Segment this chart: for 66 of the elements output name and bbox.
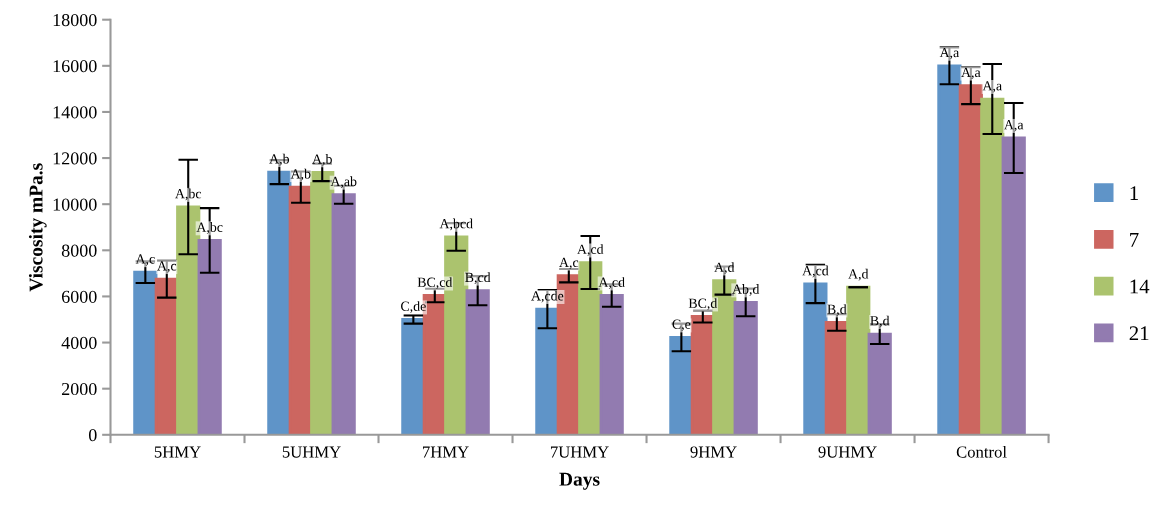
legend-label: 7 [1130, 232, 1139, 247]
bar [980, 97, 1005, 435]
bar [846, 285, 871, 435]
data-label: C,de [401, 301, 426, 313]
data-label: BC,d [688, 298, 718, 310]
x-tick-label: 9UHMY [818, 446, 877, 458]
x-tick-label: 5HMY [154, 446, 201, 458]
data-label: B,d [870, 315, 890, 328]
bar [331, 193, 356, 435]
legend-label: 1 [1130, 186, 1138, 200]
data-label: A,a [939, 47, 960, 60]
y-tick-label: 4000 [61, 336, 97, 349]
data-label: A,cd [802, 265, 829, 278]
x-tick-label: 9HMY [690, 446, 737, 458]
y-axis-title: Viscosity mPa.s [28, 163, 47, 292]
data-label: A,b [269, 153, 290, 166]
bar [937, 64, 962, 435]
x-tick-label: 5UHMY [282, 446, 341, 458]
data-label: A,bc [196, 222, 223, 234]
bar [803, 282, 828, 435]
data-label: Ab,d [732, 284, 760, 296]
bar [733, 301, 758, 435]
bar [599, 294, 624, 435]
x-tick-label: Control [956, 445, 1007, 458]
y-tick-label: 0 [88, 429, 97, 442]
data-label: A,b [312, 154, 332, 166]
y-tick-label: 10000 [53, 198, 97, 211]
data-label: B,d [827, 304, 847, 316]
bar [669, 336, 694, 435]
data-label: A,c [559, 257, 579, 270]
y-tick-label: 12000 [53, 152, 97, 165]
data-label: BC,cd [417, 277, 453, 289]
y-tick-label: 8000 [61, 244, 97, 257]
bar [1001, 136, 1026, 435]
x-axis-title: Days [559, 472, 600, 490]
bar [958, 84, 983, 435]
data-label: A,cd [598, 277, 625, 289]
data-label: A,cd [577, 244, 604, 256]
y-tick-label: 6000 [61, 290, 97, 303]
data-label: A,b [290, 168, 311, 181]
data-label: A,c [135, 254, 155, 266]
data-label: C,e [672, 319, 691, 331]
data-label: A,a [961, 67, 981, 80]
bar [401, 318, 426, 435]
data-label: A,bcd [439, 218, 473, 231]
y-tick-label: 14000 [53, 106, 97, 119]
bar [535, 307, 560, 435]
data-label: A,ab [330, 176, 357, 189]
y-tick-label: 2000 [61, 382, 97, 396]
data-label: A,a [982, 81, 1002, 93]
x-tick-label: 7HMY [423, 446, 469, 458]
bar [867, 332, 892, 435]
data-label: A,d [714, 262, 735, 274]
data-label: B,cd [465, 272, 491, 285]
bar [197, 239, 222, 435]
data-label: A,d [848, 268, 869, 281]
legend-label: 14 [1130, 279, 1150, 294]
data-label: A,bc [175, 188, 202, 201]
legend-label: 21 [1129, 326, 1149, 341]
x-tick-label: 7UHMY [551, 446, 609, 458]
data-label: A,cde [531, 290, 564, 303]
data-label: A,c [157, 261, 177, 273]
y-tick-label: 18000 [53, 13, 97, 27]
y-tick-label: 16000 [53, 60, 97, 73]
data-label: A,a [1004, 120, 1024, 132]
bar [465, 289, 490, 435]
